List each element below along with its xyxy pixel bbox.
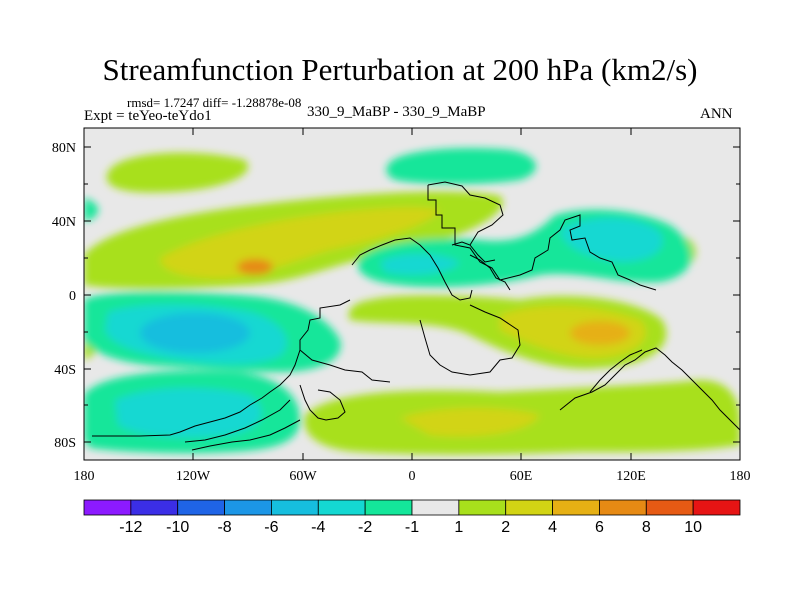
y-axis-label: 80S: [54, 436, 76, 451]
y-axis-label: 80N: [52, 141, 76, 156]
australia-coastline: [559, 347, 740, 431]
positive-anomaly-peak: [570, 321, 630, 345]
colorbar-label: -2: [358, 519, 372, 536]
colorbar-label: 2: [501, 519, 510, 536]
eurasia-north-coast: [427, 181, 504, 246]
negative-anomaly-peak: [140, 313, 250, 353]
x-axis-label: 180: [730, 469, 751, 484]
africa-west-coast: [299, 299, 391, 383]
plot-title: Streamfunction Perturbation at 200 hPa (…: [102, 52, 698, 87]
negative-anomaly-region: [386, 148, 537, 185]
x-axis-label: 120E: [616, 469, 646, 484]
colorbar-swatch: [505, 499, 553, 516]
colorbar-label: 10: [684, 519, 702, 536]
negative-anomaly-core: [560, 217, 663, 262]
colorbar-swatch: [271, 499, 319, 516]
colorbar-label: -1: [405, 519, 419, 536]
africa-east-coast: [419, 304, 521, 376]
positive-anomaly-core: [400, 407, 540, 437]
contour-field: [84, 128, 740, 460]
positive-anomaly-core: [160, 207, 440, 279]
colorbar-label: 6: [595, 519, 604, 536]
negative-anomaly-region: [84, 198, 99, 221]
positive-anomaly-peak: [237, 259, 273, 275]
colorbar-swatch: [552, 499, 600, 516]
land-outline: [451, 241, 496, 263]
continent-outlines: [92, 181, 740, 451]
colorbar-swatch: [317, 499, 366, 516]
colorbar-label: -4: [311, 519, 325, 536]
colorbar-swatch: [458, 499, 507, 516]
land-outline: [299, 384, 346, 421]
colorbar: -12 -10 -8 -6 -4 -2 -1 1 2 4 6 8 10: [83, 499, 741, 536]
colorbar-swatch: [599, 499, 647, 516]
land-outline: [191, 419, 301, 451]
negative-anomaly-core: [380, 253, 460, 275]
colorbar-label: -8: [217, 519, 231, 536]
negative-anomaly-core: [115, 388, 262, 438]
experiment-label: Expt = teYeo-teYdo1: [84, 108, 212, 124]
colorbar-swatch: [130, 499, 179, 516]
colorbar-swatch: [224, 499, 272, 516]
colorbar-label: 1: [454, 519, 463, 536]
colorbar-label: -6: [264, 519, 278, 536]
colorbar-swatch: [692, 499, 741, 516]
land-outline: [469, 254, 511, 291]
eurasia-coastline: [427, 185, 657, 291]
x-axis-label: 0: [409, 469, 416, 484]
x-axis-label: 60W: [289, 469, 317, 484]
y-ticks: [84, 146, 740, 443]
mediterranean-coast: [351, 237, 473, 301]
colorbar-swatch: [645, 499, 694, 516]
colorbar-swatch: [83, 499, 132, 516]
land-outline: [184, 399, 291, 443]
y-axis-label: 0: [69, 289, 76, 304]
x-ticks: [83, 128, 741, 460]
colorbar-label: -10: [166, 519, 189, 536]
x-axis-label: 180: [74, 469, 95, 484]
colorbar-label: 8: [642, 519, 651, 536]
stats-label: rmsd= 1.7247 diff= -1.28878e-08: [127, 95, 302, 110]
colorbar-swatch: [364, 499, 413, 516]
season-label: ANN: [700, 106, 733, 122]
colorbar-label: 4: [548, 519, 557, 536]
y-axis-label: 40S: [54, 363, 76, 378]
land-outline: [589, 349, 643, 393]
x-axis-label: 60E: [510, 469, 533, 484]
cases-label: 330_9_MaBP - 330_9_MaBP: [307, 104, 486, 120]
positive-anomaly-region: [106, 152, 249, 193]
south-america-coast: [92, 349, 301, 437]
colorbar-label: -12: [119, 519, 142, 536]
y-axis-label: 40N: [52, 215, 76, 230]
x-axis-label: 120W: [176, 469, 211, 484]
colorbar-swatch: [177, 499, 225, 516]
colorbar-swatch: [411, 499, 460, 516]
